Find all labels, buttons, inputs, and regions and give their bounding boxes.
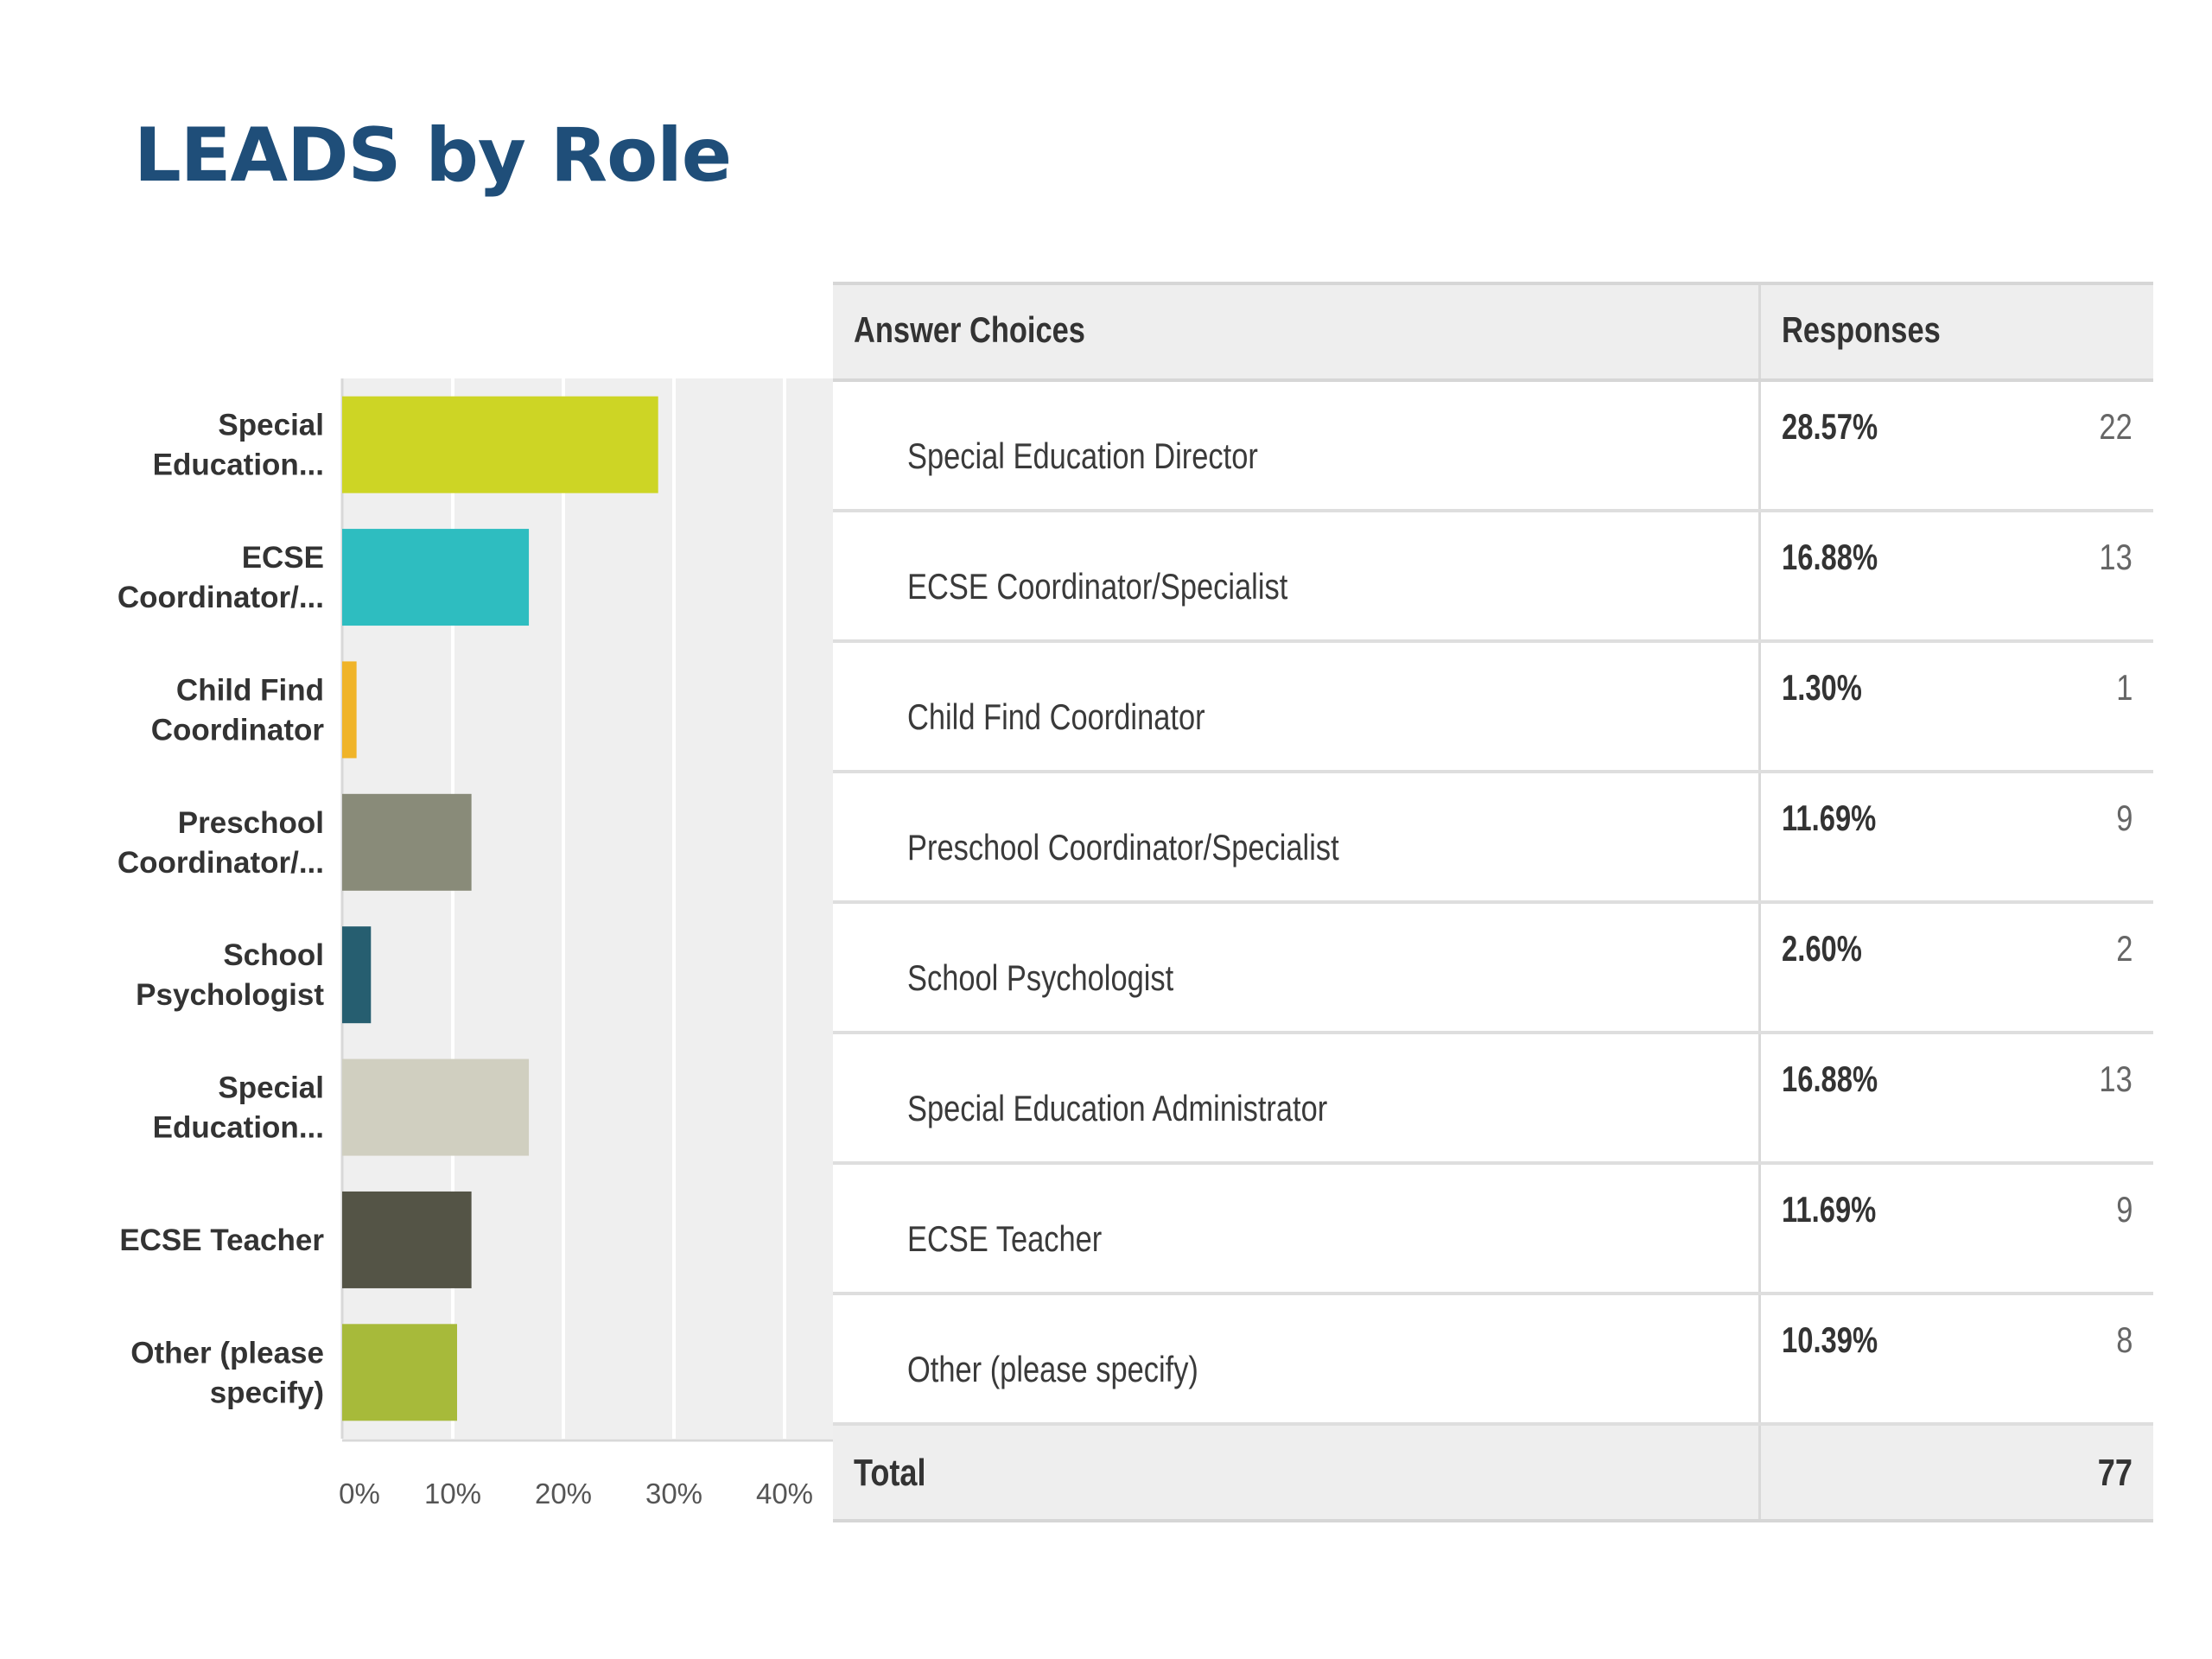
bar [342, 926, 372, 1024]
response-count: 22 [2099, 406, 2133, 447]
category-label: specify) [210, 1376, 324, 1409]
category-label: Education... [153, 448, 324, 482]
bar [342, 1191, 472, 1288]
category-label: Special [218, 1071, 324, 1105]
category-label: Education... [153, 1111, 324, 1145]
answer-choice: ECSE Teacher [907, 1218, 1103, 1259]
x-tick-label: 20% [535, 1478, 592, 1510]
response-percent: 16.88% [1782, 537, 1878, 577]
table-row: Preschool Coordinator/Specialist 11.69% … [833, 773, 2153, 904]
bar-chart: Special Education... ECSE Coordinator/... Ch… [118, 378, 833, 1510]
x-tick-label: 30% [645, 1478, 702, 1510]
response-percent: 11.69% [1782, 798, 1877, 838]
category-label: Preschool [178, 806, 324, 840]
bar [342, 396, 658, 493]
category-label: Coordinator/... [118, 846, 324, 880]
response-percent: 11.69% [1782, 1189, 1877, 1230]
answer-choice: Other (please specify) [907, 1349, 1198, 1389]
bar [342, 793, 472, 891]
category-label: School [223, 938, 324, 972]
answer-choices-header: Answer Choices [854, 309, 1085, 350]
responses-table: Answer Choices Responses Special Educati… [833, 282, 2153, 1522]
answer-choice: School Psychologist [907, 957, 1174, 998]
response-percent: 28.57% [1782, 406, 1878, 447]
response-percent: 2.60% [1782, 928, 1862, 969]
category-label: Psychologist [136, 978, 324, 1012]
answer-choices-header-cell: Answer Choices [833, 285, 1761, 378]
x-tick-label: 10% [424, 1478, 481, 1510]
response-count: 2 [2115, 928, 2133, 969]
response-count: 9 [2115, 1189, 2133, 1230]
bar [342, 661, 357, 759]
category-label: Child Find [176, 673, 324, 707]
table-total-row: Total 77 [833, 1426, 2153, 1522]
table-row: Special Education Director 28.57% 22 [833, 382, 2153, 512]
response-percent: 1.30% [1782, 667, 1862, 708]
slide-title: LEADS by Role [134, 112, 732, 199]
responses-header: Responses [1782, 309, 1941, 350]
answer-choice: Special Education Director [907, 435, 1258, 476]
answer-choice: ECSE Coordinator/Specialist [907, 566, 1288, 607]
total-label: Total [854, 1452, 926, 1494]
total-count: 77 [2097, 1452, 2133, 1494]
response-percent: 16.88% [1782, 1058, 1878, 1099]
response-count: 13 [2099, 537, 2133, 577]
response-count: 8 [2115, 1319, 2133, 1360]
answer-choice: Special Education Administrator [907, 1088, 1328, 1128]
response-percent: 10.39% [1782, 1319, 1878, 1360]
table-row: Other (please specify) 10.39% 8 [833, 1295, 2153, 1426]
table-row: ECSE Teacher 11.69% 9 [833, 1165, 2153, 1295]
bar [342, 529, 530, 626]
category-label: Other (please [130, 1336, 324, 1370]
table-row: ECSE Coordinator/Specialist 16.88% 13 [833, 512, 2153, 643]
x-tick-label: 0% [339, 1478, 380, 1510]
table-row: School Psychologist 2.60% 2 [833, 904, 2153, 1034]
answer-choice: Child Find Coordinator [907, 696, 1205, 737]
table-header-row: Answer Choices Responses [833, 285, 2153, 382]
bar [342, 1058, 530, 1156]
category-label: Coordinator/... [118, 581, 324, 614]
category-label: Special [218, 409, 324, 442]
category-label: Coordinator [151, 713, 325, 747]
response-count: 9 [2115, 798, 2133, 838]
x-tick-label: 40% [756, 1478, 813, 1510]
response-count: 13 [2099, 1058, 2133, 1099]
table-row: Special Education Administrator 16.88% 1… [833, 1034, 2153, 1165]
bar [342, 1324, 457, 1421]
category-label: ECSE Teacher [119, 1224, 324, 1257]
table-row: Child Find Coordinator 1.30% 1 [833, 643, 2153, 773]
category-label: ECSE [242, 541, 324, 575]
responses-header-cell: Responses [1761, 285, 2153, 378]
answer-choice: Preschool Coordinator/Specialist [907, 827, 1339, 868]
response-count: 1 [2115, 667, 2133, 708]
